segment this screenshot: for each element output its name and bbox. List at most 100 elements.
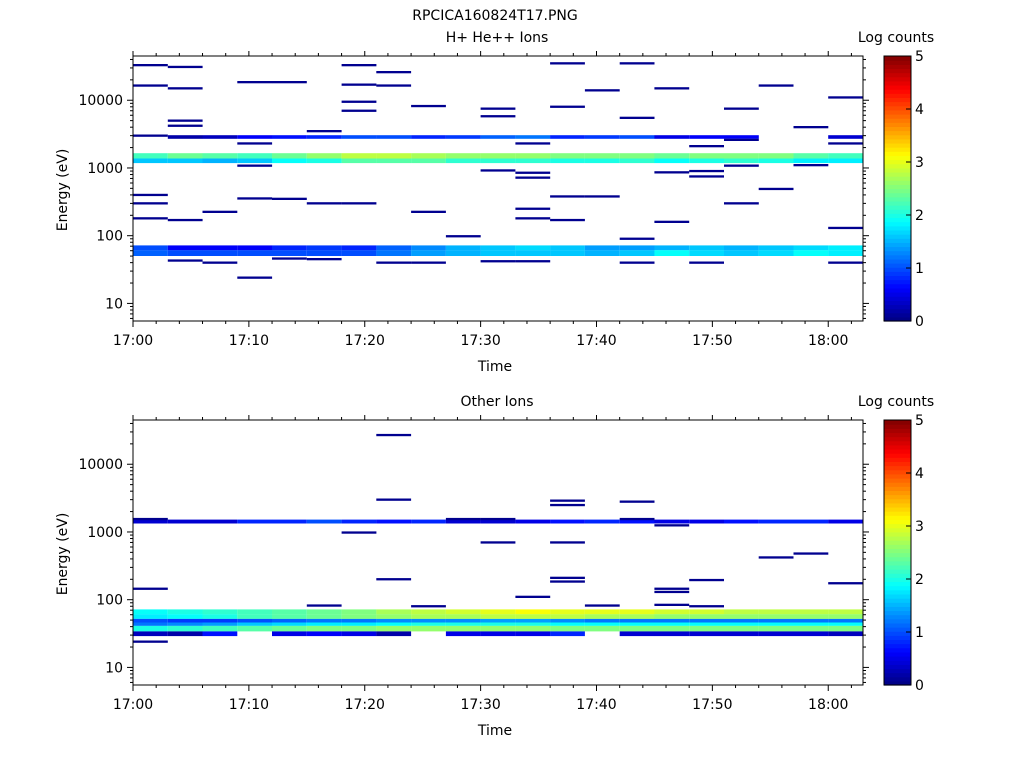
heatmap-cell [689,135,724,139]
heatmap-cell [654,609,690,615]
heatmap-cell [689,609,724,615]
heatmap-cell [689,631,724,637]
heatmap-hit [237,81,273,84]
heatmap-cell [515,614,551,619]
heatmap-cell [341,158,377,164]
colorbar-segment [884,275,911,281]
heatmap-cell [167,614,203,619]
heatmap-cell [515,631,551,637]
heatmap-cell [306,625,342,632]
heatmap-hit [619,116,655,119]
heatmap-cell [133,609,168,615]
heatmap-hit [828,226,863,230]
heatmap-cell [828,153,863,159]
heatmap-cell [724,135,759,139]
colorbar-segment [884,631,911,636]
heatmap-cell [828,158,863,164]
panel-other-ions: Other Ions 17:00 17:10 17:20 17:30 17:40 17:5… [55,394,934,739]
heatmap-cell [550,135,585,139]
heatmap-cell [445,618,481,623]
colorbar-segment [884,593,911,599]
colorbar-segment [884,254,911,260]
heatmap-hit [480,107,516,110]
heatmap-cell [411,135,446,139]
heatmap-cell [237,158,273,164]
heatmap-cell [619,618,655,623]
heatmap-cell [306,609,342,615]
plot-frame [132,419,864,686]
heatmap-hit [828,582,863,585]
heatmap-cell [480,250,516,256]
heatmap-cell [341,135,377,139]
colorbar-segment [884,664,911,670]
heatmap-hit [341,531,377,534]
heatmap-cell [793,609,829,615]
colorbar-segment [884,122,911,127]
heatmap-cell [619,153,655,159]
heatmap-hit [133,217,168,220]
colorbar-segment [884,283,911,289]
colorbar-segment [884,84,911,90]
heatmap-cell [167,135,203,139]
heatmap-cell [724,618,759,623]
heatmap-cell [341,625,377,632]
colorbar-segment [884,448,911,454]
heatmap-cell [376,158,412,164]
y-tick-label: 100 [96,229,123,245]
heatmap-cell [584,158,620,164]
heatmap-hit [758,84,794,87]
heatmap-hit [654,220,690,223]
heatmap-cell [515,245,551,251]
heatmap-cell [584,618,620,623]
heatmap-cell [689,158,724,164]
colorbar-segment [884,515,911,520]
heatmap-cell [411,250,446,256]
colorbar-segment [884,118,911,123]
heatmap-cell [828,625,863,632]
heatmap-cell [411,622,446,626]
heatmap-cell [689,618,724,623]
panel-title: Other Ions [460,394,533,410]
heatmap-cell [202,631,238,637]
colorbar-label: Log counts [858,394,934,410]
heatmap-cell [480,625,516,632]
colorbar-frame [883,419,912,686]
heatmap-cell [584,135,620,139]
heatmap-cell [445,250,481,256]
heatmap-hit [306,202,342,205]
heatmap-hit [550,576,585,579]
heatmap-hit [376,578,412,581]
heatmap-cell [202,250,238,256]
heatmap-cell [445,245,481,251]
heatmap-cell [654,625,690,632]
heatmap-cell [411,618,446,623]
heatmap-cell [411,609,446,615]
heatmap-hit [480,517,516,521]
heatmap-hit [376,433,412,437]
heatmap-cell [480,245,516,251]
heatmap-cell [550,245,585,251]
colorbar-segment [884,300,911,306]
heatmap-hit [376,261,412,264]
heatmap-cell [515,158,551,164]
heatmap-cell [202,519,238,524]
heatmap-hit [376,498,412,501]
x-tick-label: 17:20 [345,697,385,713]
heatmap-cell [376,618,412,623]
colorbar-segment [884,473,911,479]
heatmap-hit [133,640,168,643]
colorbar-segment [884,436,911,442]
colorbar-segment [884,494,911,500]
heatmap-hit [515,207,551,210]
colorbar-segment [884,428,911,434]
heatmap-cell [550,153,585,159]
heatmap-cell [828,609,863,615]
heatmap-cell [167,158,203,164]
heatmap-cell [619,245,655,251]
x-axis-label: Time [477,723,512,739]
heatmap-cell [584,614,620,619]
heatmap-cell [202,135,238,139]
heatmap-cell [272,631,307,637]
heatmap-hit [411,104,446,108]
colorbar-segment [884,89,911,94]
